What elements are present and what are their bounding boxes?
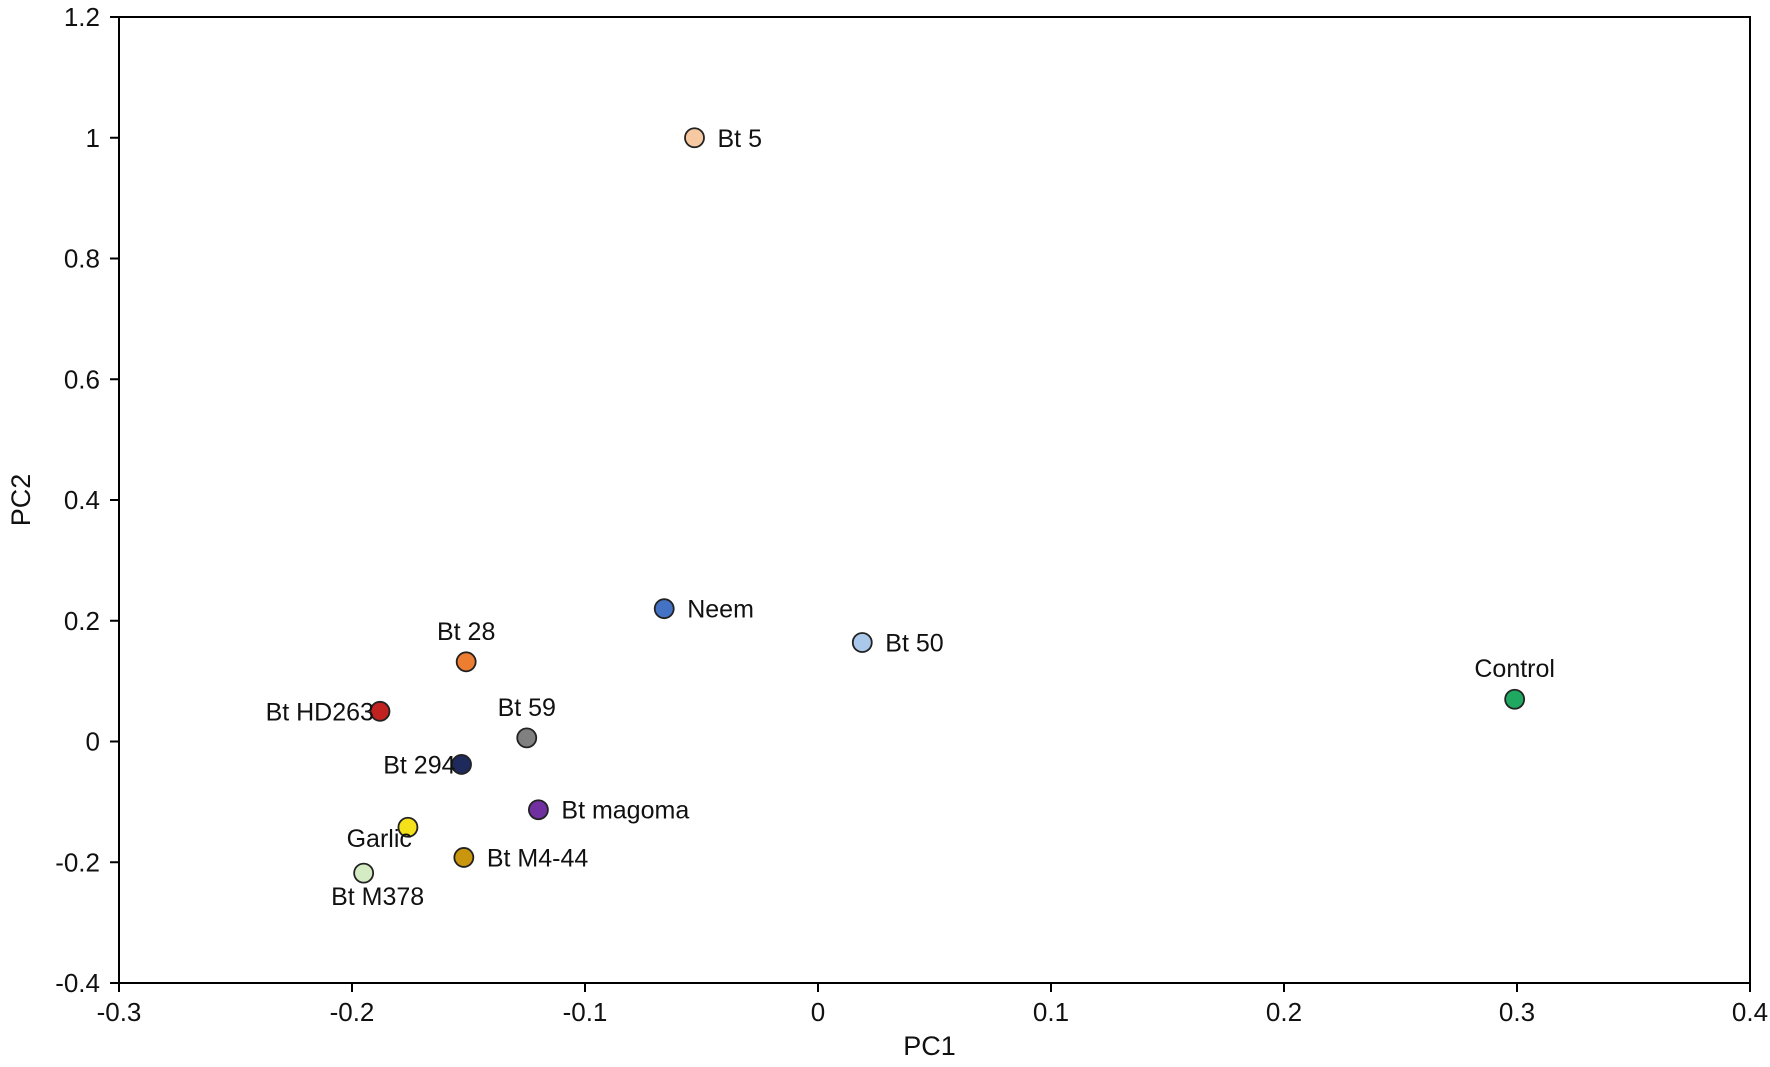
point-garlic xyxy=(397,816,419,838)
point-label-bt-50: Bt 50 xyxy=(885,629,943,657)
y-tick-label: -0.4 xyxy=(55,968,100,998)
point-bt-294 xyxy=(451,754,472,775)
point-neem xyxy=(653,598,675,620)
y-tick-label: 0.6 xyxy=(64,364,100,394)
point-label-bt-5: Bt 5 xyxy=(718,125,762,153)
x-axis-title: PC1 xyxy=(903,1031,956,1061)
point-label-bt-magoma: Bt magoma xyxy=(561,797,689,825)
point-bt-magoma xyxy=(528,799,549,821)
point-label-control: Control xyxy=(1474,655,1555,683)
y-tick-label: 1 xyxy=(86,123,100,153)
point-bt-m378 xyxy=(353,862,375,884)
x-tick-label: 0.3 xyxy=(1499,997,1535,1027)
y-tick-label: 0.2 xyxy=(64,606,100,636)
axes-layer: -0.3 -0.2 -0.1 0 0.1 0.2 0.3 0.4 -0.4 -0.2 0 0.2 0.4… xyxy=(6,2,1768,1061)
y-tick-label: 0.4 xyxy=(64,485,100,515)
x-tick-label: -0.1 xyxy=(563,997,608,1027)
x-tick-label: 0.4 xyxy=(1732,997,1768,1027)
point-bt-m4-44 xyxy=(453,847,475,868)
y-tick-label: 0 xyxy=(86,727,100,757)
x-tick-label: 0.1 xyxy=(1033,997,1069,1027)
y-axis-title: PC2 xyxy=(6,474,36,527)
y-tick-label: 0.8 xyxy=(64,244,100,274)
point-label-bt-m378: Bt M378 xyxy=(331,883,424,911)
x-tick-label: -0.3 xyxy=(97,997,142,1027)
x-tick-label: -0.2 xyxy=(330,997,375,1027)
point-label-bt-294: Bt 294 xyxy=(383,751,455,779)
point-bt-28 xyxy=(455,651,477,673)
point-bt-hd263 xyxy=(369,700,391,722)
y-tick-label: -0.2 xyxy=(55,847,100,877)
point-label-bt-28: Bt 28 xyxy=(437,618,495,646)
point-label-bt-hd263: Bt HD263 xyxy=(266,698,374,726)
x-tick-label: 0.2 xyxy=(1266,997,1302,1027)
x-tick-label: 0 xyxy=(811,997,825,1027)
point-label-neem: Neem xyxy=(687,596,754,624)
labels-layer: Bt 5 Neem Bt 50 Control Bt 28 Bt HD263 Bt 59 Bt… xyxy=(266,125,1555,911)
point-label-bt-m4-44: Bt M4-44 xyxy=(487,844,589,872)
points-layer xyxy=(353,127,1526,884)
point-bt-50 xyxy=(851,632,873,653)
y-tick-label: 1.2 xyxy=(64,2,100,32)
point-control xyxy=(1504,688,1526,710)
point-label-bt-59: Bt 59 xyxy=(498,694,556,722)
point-bt-59 xyxy=(516,727,538,749)
point-bt-5 xyxy=(684,127,705,149)
point-label-garlic: Garlic xyxy=(347,825,412,853)
